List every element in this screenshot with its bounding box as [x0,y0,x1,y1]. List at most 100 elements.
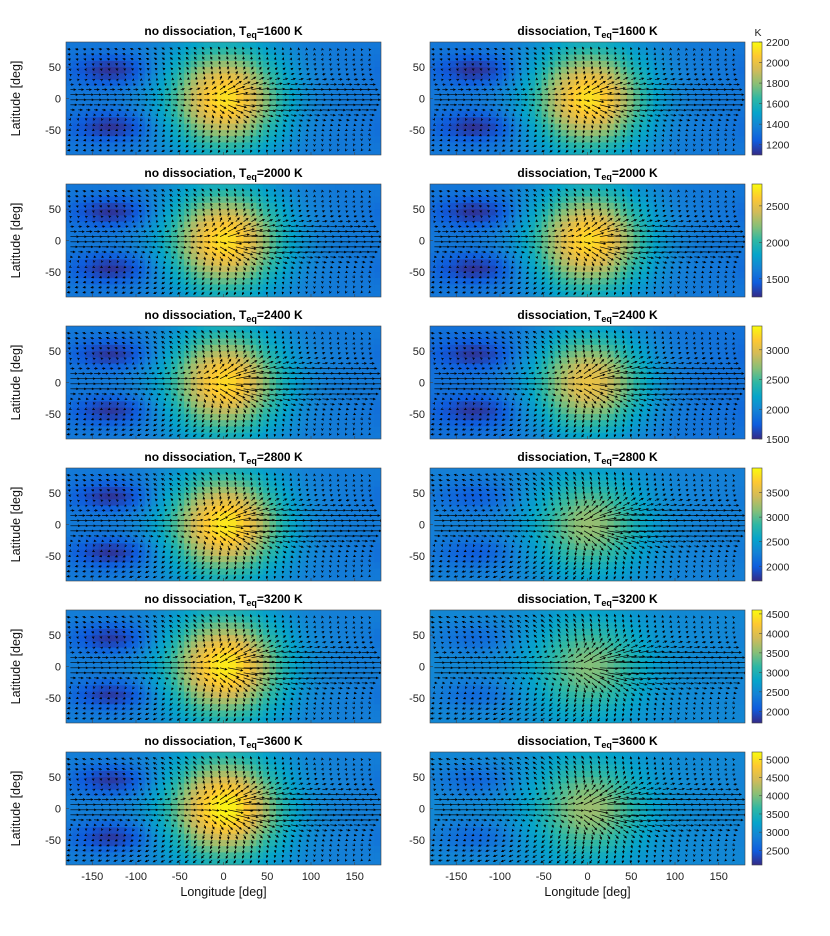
temperature-cell [157,60,166,68]
wind-arrow [631,124,635,128]
wind-arrow [509,149,514,152]
wind-arrow [329,189,332,193]
wind-arrow [177,291,181,295]
temperature-cell [190,190,198,198]
temperature-cell [177,42,185,49]
wind-arrow [67,275,71,279]
temperature-cell [105,92,113,100]
temperature-cell [567,79,575,87]
wind-arrow [180,235,188,238]
wind-arrow [121,286,126,289]
temperature-cell [203,42,211,49]
temperature-cell [308,202,316,210]
wind-arrow [265,46,269,50]
wind-arrow [250,276,253,281]
temperature-cell [125,79,133,87]
temperature-cell [223,129,231,137]
temperature-cell [157,111,166,118]
temperature-cell [230,240,238,248]
wind-arrow [67,53,71,56]
wind-arrow [67,200,71,203]
wind-arrow [497,108,502,112]
temperature-cell [580,92,589,100]
wind-arrow [93,103,101,107]
wind-arrow [557,46,561,50]
wind-arrow [345,78,351,81]
wind-arrow [638,119,644,122]
temperature-cell [282,79,290,87]
temperature-cell [646,92,654,100]
wind-arrow [251,256,259,260]
wind-arrow [542,72,546,76]
temperature-cell [105,271,113,279]
temperature-cell [223,73,231,81]
temperature-cell [289,142,297,150]
wind-arrow [282,72,287,76]
wind-arrow [653,57,656,61]
temperature-cell [361,129,369,137]
temperature-cell [184,234,192,242]
wind-arrow [685,47,688,51]
wind-arrow [328,199,332,203]
wind-arrow [243,114,250,119]
temperature-cell [210,278,218,286]
wind-arrow [305,62,309,66]
wind-arrow [124,255,128,258]
wind-arrow [473,98,482,102]
temperature-cell [223,111,231,118]
wind-arrow [122,63,126,66]
wind-arrow [133,235,142,238]
temperature-cell [679,67,687,74]
temperature-field [66,184,381,297]
temperature-cell [289,73,297,81]
wind-arrow [565,149,569,153]
wind-arrow [145,199,150,203]
wind-arrow [497,98,506,102]
wind-arrow [487,78,491,82]
wind-arrow [243,261,248,266]
wind-arrow [543,82,547,86]
wind-arrow [369,108,378,112]
temperature-cell [561,73,569,81]
wind-arrow [440,68,444,72]
temperature-cell [171,234,179,242]
wind-arrow [93,250,99,254]
wind-arrow [607,104,620,108]
wind-arrow [518,62,522,66]
wind-arrow [98,53,103,56]
wind-arrow [321,189,324,193]
temperature-cell [138,142,146,150]
wind-arrow [147,214,151,218]
temperature-cell [223,85,231,93]
wind-arrow [153,281,158,284]
wind-arrow [573,144,577,149]
temperature-cell [243,136,251,144]
temperature-cell [157,246,166,254]
temperature-cell [79,234,87,242]
wind-arrow [732,138,735,142]
wind-arrow [122,128,126,132]
wind-arrow [106,205,110,208]
temperature-cell [98,129,106,137]
temperature-cell [249,190,257,198]
temperature-cell [666,148,674,155]
wind-arrow [322,108,331,112]
temperature-cell [607,111,615,118]
wind-arrow [306,214,311,218]
wind-arrow [513,108,517,112]
wind-arrow [267,82,275,86]
temperature-cell [528,48,536,56]
temperature-cell [341,234,349,242]
temperature-cell [685,60,694,68]
wind-arrow [194,213,198,217]
wind-arrow [536,88,542,91]
wind-arrow [179,82,183,86]
temperature-cell [469,104,477,112]
wind-arrow [83,205,87,208]
temperature-cell [151,227,159,235]
wind-arrow [177,188,181,192]
wind-arrow [227,85,237,91]
wind-arrow [526,129,530,133]
temperature-cell [354,215,362,223]
temperature-cell [98,117,106,125]
